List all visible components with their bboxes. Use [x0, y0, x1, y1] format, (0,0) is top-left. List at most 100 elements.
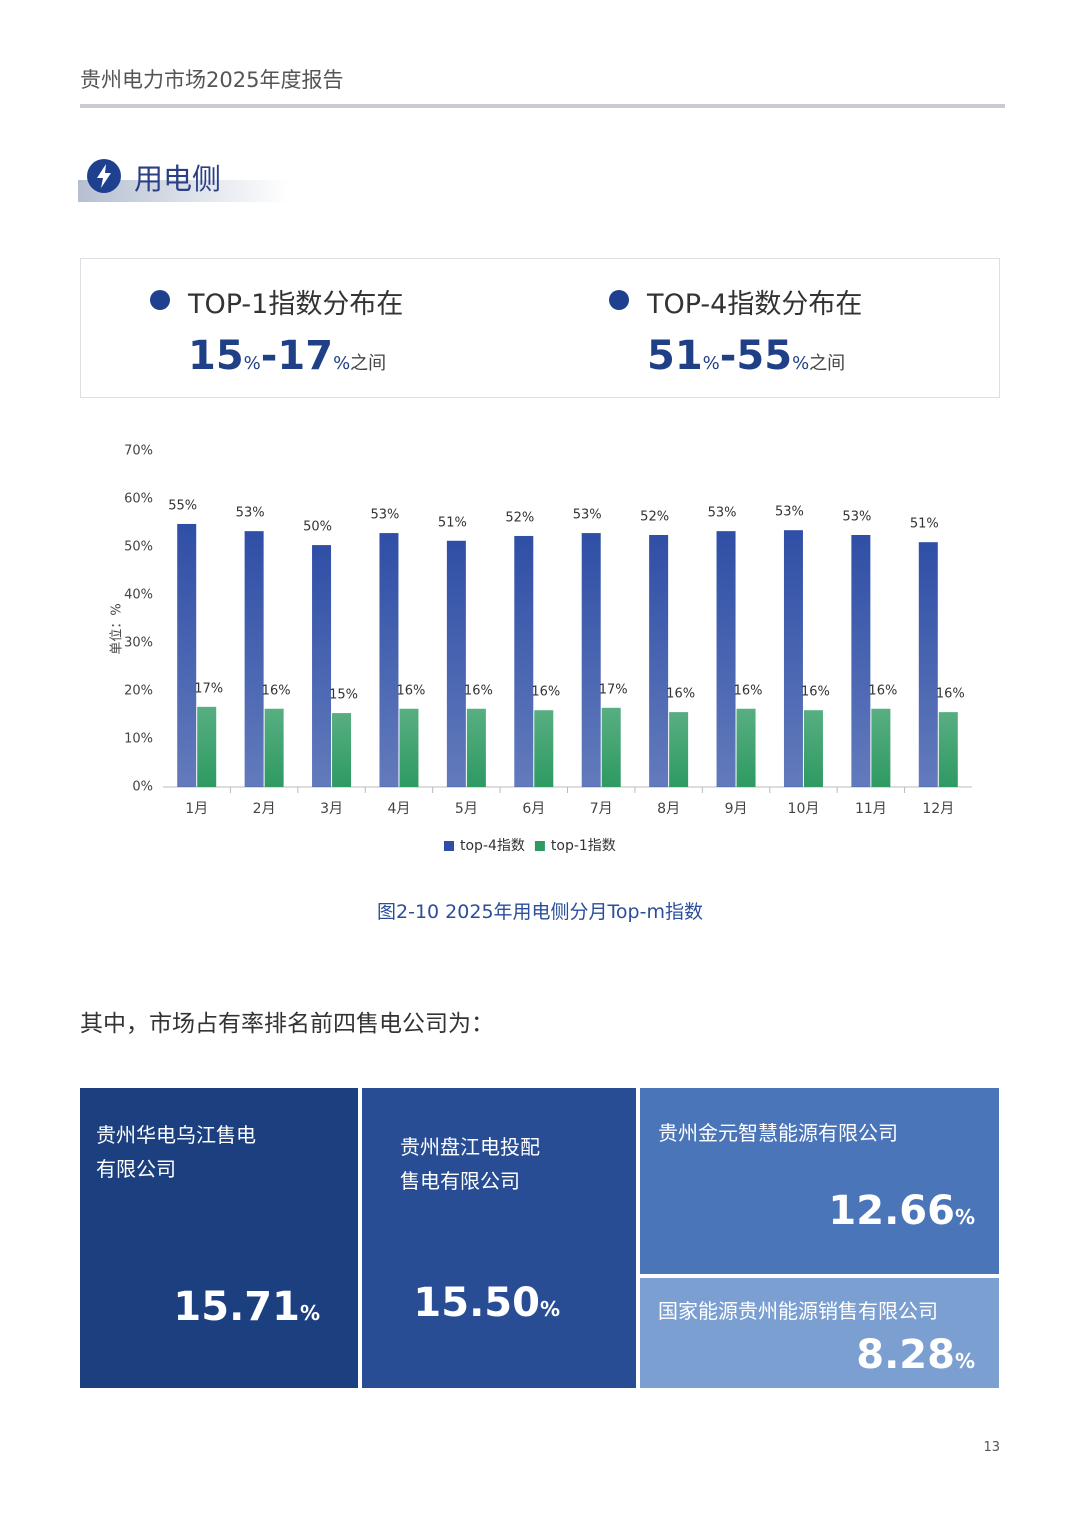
value-label: 16%	[868, 683, 897, 698]
name-line: 贵州华电乌江售电	[96, 1123, 256, 1147]
section-title: 用电侧	[134, 162, 222, 196]
summary-item: TOP-4指数分布在 51%-55%之间	[609, 282, 863, 379]
bar	[312, 545, 332, 787]
x-tick-label: 9月	[725, 801, 748, 817]
bar	[851, 535, 871, 787]
company-share: 15.50%	[413, 1280, 560, 1326]
intro-text: 其中，市场占有率排名前四售电公司为：	[80, 1011, 494, 1037]
bar	[399, 708, 419, 787]
range-high: 17	[277, 333, 334, 379]
name-line: 贵州盘江电投配	[400, 1135, 540, 1159]
unit: %	[702, 353, 720, 374]
y-tick-label: 50%	[124, 540, 153, 555]
unit: %	[333, 353, 351, 374]
company-name: 贵州盘江电投配 售电有限公司	[400, 1130, 540, 1198]
name-line: 有限公司	[96, 1157, 176, 1181]
x-tick-label: 8月	[657, 801, 680, 817]
y-tick-label: 40%	[124, 588, 153, 603]
summary-label: TOP-4指数分布在	[647, 289, 863, 320]
bar	[446, 540, 466, 787]
summary-range: 15%-17%之间	[188, 333, 403, 379]
range-low: 51	[647, 333, 703, 379]
bar	[514, 535, 534, 787]
x-tick-label: 1月	[185, 801, 208, 817]
bullet	[609, 290, 629, 310]
summary-range: 51%-55%之间	[647, 333, 862, 379]
value-label: 16%	[397, 683, 426, 698]
bar	[669, 712, 689, 787]
dash: -	[719, 333, 737, 379]
y-tick-label: 20%	[124, 684, 153, 699]
bar	[197, 706, 217, 787]
bar	[736, 708, 756, 787]
x-tick-label: 2月	[253, 801, 276, 817]
bar	[466, 708, 486, 787]
company-tile: 国家能源贵州能源销售有限公司 8.28%	[640, 1278, 999, 1388]
range-low: 15	[188, 333, 244, 379]
chart: 0% 10% 20% 30% 40% 50% 60% 70% 单位：% 1月 55% 17% 2月 53%…	[110, 444, 972, 854]
value-label: 53%	[775, 505, 804, 520]
legend-label: top-4指数	[460, 838, 525, 854]
bar	[379, 533, 399, 787]
bar	[534, 710, 554, 787]
suffix: 之间	[809, 353, 846, 374]
name-line: 售电有限公司	[400, 1169, 520, 1193]
bar	[803, 710, 823, 787]
dash: -	[260, 333, 278, 379]
value-label: 16%	[666, 687, 695, 702]
x-tick-label: 4月	[387, 801, 410, 817]
value-label: 51%	[910, 517, 939, 532]
company-name: 贵州金元智慧能源有限公司	[658, 1116, 898, 1150]
value-label: 16%	[262, 683, 291, 698]
value-label: 55%	[168, 498, 197, 513]
y-tick-label: 70%	[124, 444, 153, 459]
range-high: 55	[736, 333, 793, 379]
x-tick-label: 7月	[590, 801, 613, 817]
bar	[918, 542, 938, 787]
unit: %	[954, 1349, 975, 1373]
y-tick-label: 60%	[124, 492, 153, 507]
x-tick-label: 6月	[522, 801, 545, 817]
bar	[716, 531, 736, 787]
company-share: 12.66%	[828, 1188, 975, 1234]
x-tick-label: 12月	[922, 801, 954, 817]
value-label: 17%	[194, 681, 223, 696]
bar	[871, 708, 891, 787]
summary-label: TOP-1指数分布在	[188, 289, 404, 320]
unit: %	[299, 1301, 320, 1325]
value-label: 16%	[801, 685, 830, 700]
x-tick-label: 3月	[320, 801, 343, 817]
share-value: 15.71	[173, 1284, 300, 1330]
share-value: 8.28	[856, 1332, 955, 1378]
company-tile: 贵州华电乌江售电 有限公司 15.71%	[80, 1088, 358, 1388]
name-line: 国家能源贵州能源销售有限公司	[658, 1299, 938, 1323]
page-number: 13	[983, 1440, 1000, 1455]
bar	[332, 713, 352, 787]
summary-box	[80, 258, 1000, 398]
bar	[244, 531, 264, 787]
value-label: 53%	[573, 508, 602, 523]
company-name: 国家能源贵州能源销售有限公司	[658, 1294, 938, 1328]
legend-swatch	[534, 841, 545, 851]
value-label: 16%	[464, 683, 493, 698]
header-title: 贵州电力市场2025年度报告	[80, 68, 344, 92]
y-tick-label: 0%	[132, 780, 153, 795]
value-label: 51%	[438, 515, 467, 530]
x-tick-label: 5月	[455, 801, 478, 817]
unit: %	[539, 1297, 560, 1321]
unit: %	[243, 353, 261, 374]
x-tick-label: 10月	[788, 801, 820, 817]
bar	[649, 535, 669, 787]
bar	[938, 712, 958, 787]
legend-swatch	[444, 841, 454, 851]
y-tick-label: 30%	[124, 636, 153, 651]
value-label: 17%	[599, 682, 628, 697]
bar	[601, 707, 621, 787]
y-tick-label: 10%	[124, 732, 153, 747]
value-label: 15%	[329, 688, 358, 703]
bar	[783, 530, 803, 787]
value-label: 52%	[640, 510, 669, 525]
header-rule	[80, 104, 1005, 108]
section-band	[78, 180, 288, 202]
